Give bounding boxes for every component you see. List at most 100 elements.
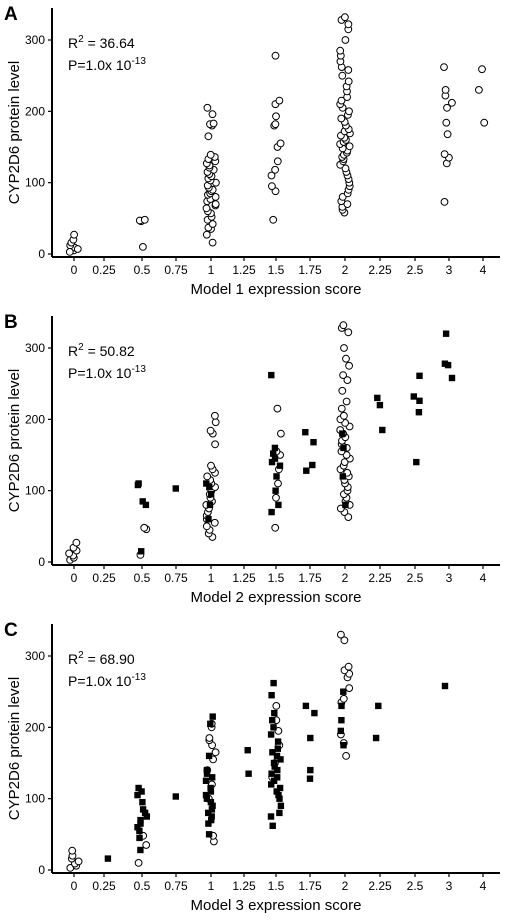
data-point-open-circle	[340, 636, 349, 645]
y-axis-title: CYP2D6 protein level	[6, 677, 23, 820]
data-point-open-circle	[344, 662, 353, 671]
data-point-open-circle	[208, 238, 217, 247]
data-point-filled-square	[342, 501, 349, 509]
data-point-open-circle	[73, 245, 82, 253]
y-tick-label: 200	[25, 720, 45, 734]
y-tick-label: 0	[38, 555, 45, 569]
data-point-filled-square	[270, 679, 277, 687]
data-point-open-circle	[339, 694, 348, 703]
data-point-open-circle	[68, 846, 77, 855]
x-tick-label: 0.25	[92, 879, 116, 893]
data-point-open-circle	[202, 522, 211, 531]
data-point-open-circle	[345, 684, 354, 692]
data-point-open-circle	[448, 98, 456, 107]
data-point-open-circle	[202, 230, 211, 239]
data-point-filled-square	[270, 759, 278, 767]
data-point-open-circle	[440, 150, 449, 159]
r-squared-annotation: R2 = 36.64	[68, 34, 135, 51]
y-tick-label: 0	[38, 863, 45, 877]
x-tick-label: 0.5	[134, 263, 151, 277]
data-point-filled-square	[375, 702, 382, 710]
x-axis-title: Model 2 expression score	[191, 589, 362, 606]
data-point-filled-square	[302, 702, 310, 710]
x-tick-label: 1.5	[268, 571, 285, 585]
data-point-filled-square	[268, 371, 275, 379]
data-point-filled-square	[274, 738, 282, 745]
x-tick-label: 1.5	[268, 263, 285, 277]
data-point-filled-square	[203, 480, 210, 487]
data-point-filled-square	[277, 756, 284, 763]
data-point-filled-square	[270, 450, 277, 457]
data-point-filled-square	[203, 766, 211, 774]
y-tick-label: 300	[25, 649, 45, 663]
data-point-open-circle	[211, 193, 220, 201]
x-tick-label: 1	[208, 263, 215, 277]
data-point-open-circle	[65, 248, 74, 256]
data-point-open-circle	[480, 118, 489, 127]
data-point-filled-square	[309, 461, 316, 469]
data-point-open-circle	[345, 361, 354, 370]
data-point-filled-square	[338, 717, 345, 724]
data-point-open-circle	[211, 418, 220, 427]
data-point-open-circle	[344, 513, 353, 521]
data-point-open-circle	[337, 114, 346, 123]
x-tick-label: 4	[480, 263, 487, 277]
x-tick-label: 0.75	[164, 879, 188, 893]
data-point-filled-square	[135, 784, 142, 792]
data-point-filled-square	[442, 330, 450, 337]
data-point-filled-square	[139, 806, 147, 813]
data-point-open-circle	[203, 472, 212, 481]
p-value-annotation: P=1.0x 10-13	[68, 672, 146, 689]
data-point-open-circle	[271, 523, 280, 532]
data-point-open-circle	[274, 727, 283, 735]
y-tick-label: 300	[25, 33, 45, 47]
data-point-filled-square	[273, 473, 280, 480]
data-point-filled-square	[272, 487, 279, 494]
data-point-filled-square	[269, 749, 276, 756]
data-point-filled-square	[410, 393, 417, 400]
data-point-filled-square	[441, 682, 449, 690]
data-point-open-circle	[344, 328, 353, 337]
data-point-open-circle	[272, 493, 280, 502]
data-point-open-circle	[203, 103, 212, 112]
x-tick-label: 1.75	[298, 571, 322, 585]
x-tick-label: 1.25	[232, 571, 256, 585]
data-point-open-circle	[337, 96, 346, 105]
data-point-filled-square	[205, 752, 213, 760]
x-tick-label: 2	[342, 879, 349, 893]
data-point-filled-square	[271, 763, 278, 770]
data-point-open-circle	[339, 371, 348, 380]
x-tick-label: 0.75	[164, 571, 188, 585]
data-point-open-circle	[211, 200, 220, 209]
data-point-filled-square	[202, 791, 210, 799]
data-point-filled-square	[207, 720, 214, 727]
x-tick-label: 1.5	[268, 879, 285, 893]
x-tick-label: 1.75	[298, 879, 322, 893]
y-tick-label: 0	[38, 247, 45, 261]
data-point-open-circle	[478, 65, 486, 74]
y-tick-label: 300	[25, 341, 45, 355]
data-point-filled-square	[205, 831, 213, 838]
data-point-open-circle	[273, 404, 282, 413]
data-point-open-circle	[206, 150, 215, 159]
x-tick-label: 0.75	[164, 263, 188, 277]
p-value-annotation: P=1.0x 10-13	[68, 56, 146, 73]
x-tick-label: 1	[208, 571, 215, 585]
data-point-filled-square	[172, 485, 179, 492]
x-tick-label: 2.5	[407, 879, 424, 893]
data-point-filled-square	[244, 747, 251, 754]
data-point-filled-square	[137, 816, 144, 824]
data-point-open-circle	[139, 243, 147, 251]
data-point-filled-square	[274, 774, 281, 781]
data-point-open-circle	[343, 200, 352, 209]
data-point-filled-square	[207, 784, 214, 792]
data-point-filled-square	[339, 430, 346, 437]
data-point-filled-square	[138, 788, 145, 795]
data-point-open-circle	[337, 630, 345, 639]
data-point-filled-square	[207, 799, 215, 806]
x-tick-label: 2	[342, 571, 349, 585]
x-axis-title: Model 3 expression score	[191, 897, 362, 914]
data-point-filled-square	[270, 777, 278, 784]
x-tick-label: 2	[342, 263, 349, 277]
